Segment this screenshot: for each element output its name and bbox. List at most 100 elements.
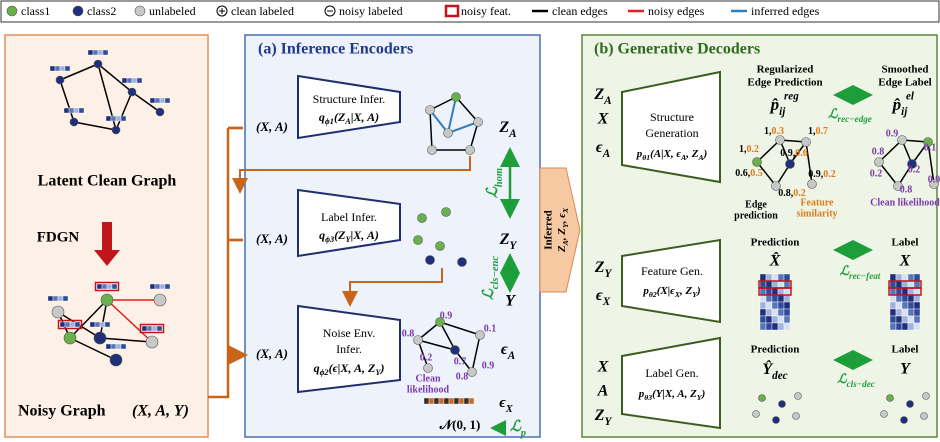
noise-cell	[434, 398, 439, 404]
text-part: , Z	[556, 228, 568, 242]
matrix-cell	[772, 274, 778, 281]
matrix-cell	[772, 323, 778, 330]
note: Clean	[416, 373, 441, 384]
matrix-cell	[896, 316, 902, 323]
matrix-cell	[890, 309, 896, 316]
input-symbol: X	[597, 359, 609, 376]
node	[414, 236, 423, 245]
feature-cell	[116, 116, 121, 121]
matrix-cell	[784, 274, 790, 281]
text-part: 0.8,	[778, 188, 794, 199]
node	[466, 146, 475, 155]
text-part: X	[561, 207, 570, 214]
matrix-cell	[908, 288, 914, 295]
weight-label: 0.9,0.2	[808, 169, 836, 180]
module-name: Structure	[650, 110, 694, 124]
feature-cell	[107, 284, 112, 289]
matrix-cell	[890, 288, 896, 295]
noise-cell	[429, 398, 434, 404]
text-part: Z	[593, 86, 604, 103]
text-part: ϕ2	[320, 368, 329, 377]
input-arrows	[228, 128, 243, 355]
feature-cell	[165, 98, 170, 103]
matrix-cell	[784, 302, 790, 309]
weight-label: 0.8	[402, 328, 415, 339]
feature-cell	[150, 98, 155, 103]
matrix-cell	[784, 295, 790, 302]
text-part: |X, A)	[351, 228, 379, 242]
note: prediction	[734, 210, 778, 221]
matrix-cell	[778, 323, 784, 330]
text-part: (X|ϵ	[657, 285, 675, 297]
text-part: A	[508, 128, 516, 140]
text-part: 0.9,	[780, 148, 796, 159]
feature-cell	[64, 108, 69, 113]
feature-cell	[122, 78, 127, 83]
module-name: Structure Infer.	[313, 92, 386, 106]
matrix-cell	[902, 302, 908, 309]
matrix-cell	[890, 295, 896, 302]
weight-label: 0.1	[484, 323, 497, 334]
node	[414, 336, 423, 345]
node	[907, 401, 914, 408]
matrix-cell	[908, 323, 914, 330]
feature-cell	[142, 326, 147, 331]
node	[70, 118, 78, 126]
node	[921, 413, 928, 420]
node	[418, 214, 427, 223]
matrix-cell	[914, 274, 920, 281]
text-part: Y	[509, 240, 517, 252]
symbol: X̂	[769, 251, 781, 270]
matrix-cell	[896, 309, 902, 316]
text-part: )	[379, 361, 384, 375]
matrix-cell	[760, 302, 766, 309]
module-name: Feature Gen.	[641, 264, 703, 278]
node	[64, 332, 76, 344]
page: { "legend": ["class1", "class2", "unlabe…	[0, 0, 940, 442]
node	[444, 129, 453, 138]
text-part: )	[701, 388, 706, 400]
matrix-cell	[766, 316, 772, 323]
text-part: p̂	[891, 95, 902, 114]
weight-label: 0.9,0.6	[780, 148, 808, 159]
legend-label: noisy feat.	[461, 4, 511, 18]
matrix-cell	[908, 274, 914, 281]
text-part: ij	[901, 106, 908, 118]
panel-title: (b) Generative Decoders	[594, 41, 760, 58]
matrix-cell	[766, 295, 772, 302]
feature-cell	[55, 66, 60, 71]
matrix-cell	[914, 288, 920, 295]
figure: class1class2unlabeledclean labelednoisy …	[0, 0, 940, 442]
text-part: ϕ1	[325, 117, 334, 126]
text-part: )	[703, 148, 708, 160]
node	[436, 242, 445, 251]
matrix-cell	[890, 302, 896, 309]
feature-cell	[95, 322, 100, 327]
matrix-cell	[784, 288, 790, 295]
weight-label: 0.6,0.5	[735, 168, 763, 179]
note: similarity	[796, 208, 837, 219]
col-title: Label	[892, 237, 919, 249]
text-part: )	[696, 285, 701, 297]
feature-cell	[60, 66, 65, 71]
node	[458, 258, 467, 267]
weight-label: 0.9	[886, 128, 899, 139]
node	[94, 60, 102, 68]
matrix-cell	[760, 288, 766, 295]
matrix-cell	[760, 281, 766, 288]
text-part: θ1	[642, 153, 650, 162]
feature-cell	[65, 66, 70, 71]
text-part: dec	[772, 370, 788, 382]
matrix-cell	[778, 274, 784, 281]
node	[112, 126, 120, 134]
weight-label: 0.8	[872, 146, 885, 157]
node	[887, 395, 894, 402]
node	[426, 256, 435, 265]
matrix-cell	[772, 316, 778, 323]
weight-label: 1,0.3	[764, 126, 784, 137]
feature-cell	[75, 322, 80, 327]
note: Edge	[745, 199, 767, 210]
weight-label: 0.1	[924, 142, 937, 153]
input-symbol: A	[597, 383, 609, 400]
text-part: (A|X, ϵ	[650, 148, 681, 160]
